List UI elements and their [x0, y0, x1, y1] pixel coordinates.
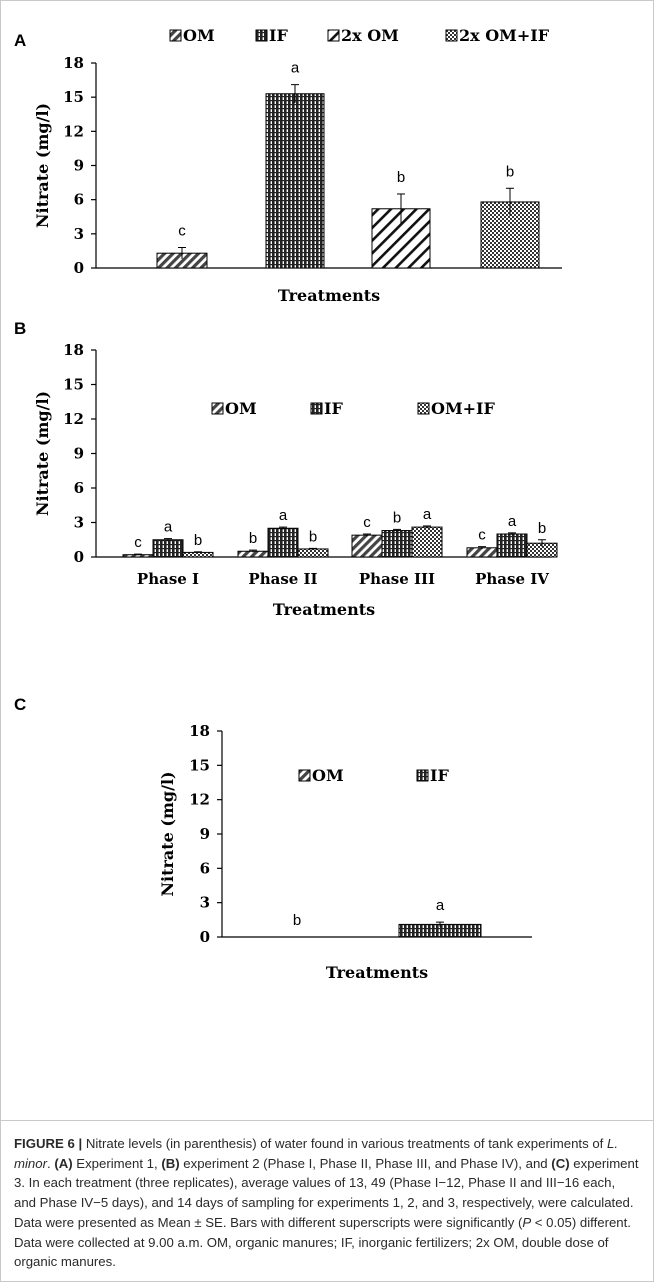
panel-a-y-tick-label-9: 9 [74, 157, 84, 175]
panel-c-y-tick-label-6: 6 [200, 859, 210, 877]
panel-b-if-phase-iv-sig-label: a [508, 513, 517, 530]
panel-a-legend-label-2x-om-plus-if: 2x OM+IF [459, 26, 550, 45]
panel-b-y-tick-label-15: 15 [63, 376, 84, 394]
panel-b-x-axis-label: Treatments [273, 600, 375, 619]
panel-c-legend-swatch-om [298, 769, 311, 782]
panel-a-legend-swatch-2x-om [327, 29, 340, 42]
chart-layer: A 0 3 6 9 12 15 18 Nitrate (mg/l) Treatments c a b b O… [14, 26, 562, 982]
panel-b-om-plus-if-phase-iv-sig-label: b [538, 520, 546, 537]
panel-b-om-phase-ii-sig-label: b [249, 530, 257, 547]
panel-b-legend-swatch-om [211, 402, 224, 415]
panel-b-y-tick-label-0: 0 [74, 548, 84, 566]
panel-c-y-tick-label-0: 0 [200, 928, 210, 946]
panel-a-letter: A [14, 31, 26, 50]
panel-a-2x-om-sig-label: b [397, 169, 405, 186]
panel-a-y-axis-label: Nitrate (mg/l) [33, 103, 52, 228]
figure-caption: FIGURE 6 | Nitrate levels (in parenthesi… [14, 1134, 640, 1272]
caption-text-6: < 0.05) different. Data were collected a… [14, 1214, 631, 1270]
caption-text-3: Experiment 1, [72, 1155, 162, 1171]
panel-a-legend-label-if: IF [269, 26, 288, 45]
panel-a-if-sig-label: a [291, 60, 300, 77]
panel-a-2x-om-plus-if-sig-label: b [506, 163, 514, 180]
panel-a-2x-om-bar [371, 208, 431, 269]
panel-a-y-tick-label-6: 6 [74, 191, 84, 209]
figure-label: FIGURE 6 | [14, 1136, 83, 1151]
caption-divider [0, 1120, 654, 1121]
panel-a-y-tick-label-12: 12 [63, 122, 84, 140]
panel-b-legend-swatch-om-plus-if [417, 402, 430, 415]
panel-b-category-phase-iii: Phase III [359, 570, 435, 588]
panel-b-legend-label-om-plus-if: OM+IF [431, 399, 496, 418]
panel-b-om-plus-if-phase-iii-bar [411, 526, 443, 558]
panel-c-if-sig-label: a [436, 897, 445, 914]
panel-b-om-plus-if-phase-i-sig-label: b [194, 532, 202, 549]
panel-b-om-phase-i-sig-label: c [134, 534, 142, 551]
panel-c-legend-swatch-if [416, 769, 429, 782]
panel-c-y-tick-label-9: 9 [200, 825, 210, 843]
panel-b-if-phase-i-bar [152, 539, 184, 558]
panel-b-om-phase-iv-bar [466, 547, 498, 558]
caption-p-symbol: P [522, 1214, 532, 1230]
panel-c-y-axis-label: Nitrate (mg/l) [158, 771, 177, 896]
panel-b-if-phase-ii-bar [267, 527, 299, 558]
caption-tag-a: (A) [54, 1155, 73, 1171]
figure-svg: A 0 3 6 9 12 15 18 Nitrate (mg/l) Treatments c a b b O… [14, 26, 562, 982]
caption-text-2: . [46, 1155, 55, 1171]
panel-c-y-tick-label-15: 15 [189, 756, 210, 774]
panel-a-legend-swatch-om [169, 29, 182, 42]
panel-a-legend-swatch-if [255, 29, 268, 42]
panel-b-om-plus-if-phase-i-bar [182, 551, 214, 558]
panel-c-y-tick-label-18: 18 [189, 722, 210, 740]
panel-b-letter: B [14, 319, 26, 338]
caption-text-5: experiment 3. In each treatment (three r… [14, 1155, 639, 1230]
panel-a-if-bar [265, 93, 325, 269]
caption-text-1: Nitrate levels (in parenthesis) of water… [82, 1136, 608, 1151]
panel-b-y-tick-label-9: 9 [74, 445, 84, 463]
panel-b-legend-swatch-if [310, 402, 323, 415]
panel-c-x-axis-label: Treatments [326, 963, 428, 982]
panel-b-if-phase-iii-bar [381, 530, 413, 558]
panel-b-category-phase-i: Phase I [137, 570, 199, 588]
panel-c-letter: C [14, 695, 26, 714]
panel-b-if-phase-ii-sig-label: a [279, 507, 288, 524]
panel-a-om-sig-label: c [178, 223, 186, 240]
panel-b-if-phase-iii-sig-label: b [393, 509, 401, 526]
panel-c-y-tick-label-12: 12 [189, 791, 210, 809]
panel-a-legend-label-2x-om: 2x OM [341, 26, 399, 45]
panel-b-om-phase-iii-sig-label: c [363, 514, 371, 531]
panel-b-om-plus-if-phase-ii-bar [297, 548, 329, 558]
panel-b-om-plus-if-phase-ii-sig-label: b [309, 528, 317, 545]
panel-a-legend-swatch-2x-om-plus-if [445, 29, 458, 42]
panel-b-category-phase-ii: Phase II [248, 570, 317, 588]
panel-c-om-sig-label: b [293, 912, 301, 929]
caption-tag-b: (B) [161, 1155, 180, 1171]
panel-a-y-tick-label-0: 0 [74, 259, 84, 277]
panel-b-y-tick-label-12: 12 [63, 410, 84, 428]
panel-b-y-axis-label: Nitrate (mg/l) [33, 391, 52, 516]
panel-b-om-phase-iv-sig-label: c [478, 527, 486, 544]
panel-a-x-axis-label: Treatments [278, 286, 380, 305]
panel-b-legend-label-om: OM [225, 399, 257, 418]
panel-c-legend-label-if: IF [430, 766, 449, 785]
panel-a-y-tick-label-15: 15 [63, 88, 84, 106]
panel-b-om-phase-iii-bar [351, 534, 383, 558]
caption-tag-c: (C) [551, 1155, 570, 1171]
panel-a-y-tick-label-18: 18 [63, 54, 84, 72]
panel-b-y-tick-label-3: 3 [74, 514, 84, 532]
panel-b-y-tick-label-18: 18 [63, 341, 84, 359]
panel-a-legend-label-om: OM [183, 26, 215, 45]
panel-b-y-tick-label-6: 6 [74, 479, 84, 497]
panel-b-if-phase-i-sig-label: a [164, 519, 173, 536]
panel-b-category-phase-iv: Phase IV [475, 570, 549, 588]
panel-b-if-phase-iv-bar [496, 533, 528, 558]
panel-c-y-tick-label-3: 3 [200, 894, 210, 912]
caption-species: L. minor [14, 1136, 619, 1171]
caption-text-4: experiment 2 (Phase I, Phase II, Phase I… [179, 1155, 552, 1171]
panel-b-om-plus-if-phase-iii-sig-label: a [423, 506, 432, 523]
panel-b-legend-label-if: IF [324, 399, 343, 418]
panel-a-y-tick-label-3: 3 [74, 225, 84, 243]
panel-c-legend-label-om: OM [312, 766, 344, 785]
